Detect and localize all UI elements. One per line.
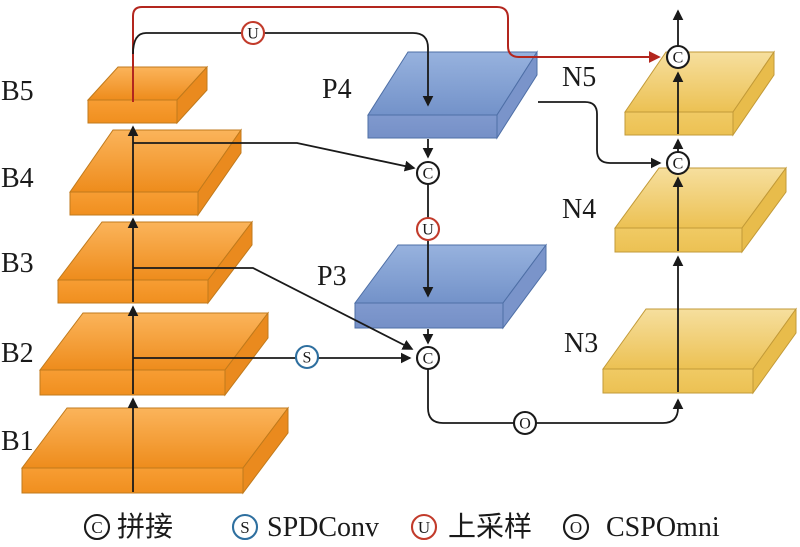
concat-node-letter: C: [423, 166, 434, 183]
arrow-concat-cspomni-to-n3: [427, 369, 684, 424]
concat-node-letter: C: [423, 351, 434, 368]
concat-node-circle: [665, 150, 691, 176]
node-concat-top: C: [665, 44, 691, 70]
concat-legend-letter: C: [91, 518, 102, 537]
layer-box-b3: [56, 220, 254, 305]
label-n3: N3: [564, 328, 598, 359]
label-n5: N5: [562, 62, 596, 93]
cspomni-node-circle: [512, 410, 538, 436]
label-p3: P3: [317, 261, 347, 292]
spdconv-legend-letter: S: [240, 518, 249, 537]
label-b1: B1: [1, 426, 34, 457]
label-p4: P4: [322, 74, 352, 105]
label-b4: B4: [1, 163, 34, 194]
label-b5: B5: [1, 76, 34, 107]
concat-node-circle: [665, 44, 691, 70]
spdconv-legend-icon: [231, 513, 259, 541]
upsample-legend-letter: U: [418, 518, 430, 537]
arrow-b3-to-concat: [133, 267, 414, 350]
node-spdconv: S: [294, 344, 320, 370]
legend-item-cspomni: O CSPOmni: [562, 512, 720, 543]
front-face: [87, 99, 178, 124]
arrow-b4-to-concat: [133, 142, 416, 172]
concat-legend-icon: [83, 513, 111, 541]
label-b2: B2: [1, 338, 34, 369]
concat-legend-label: 拼接: [117, 511, 173, 543]
node-concat-p3: C: [415, 345, 441, 371]
red-skip-arrow-b5-to-top-concat: [132, 6, 661, 102]
cspomni-legend-letter: O: [570, 518, 582, 537]
label-n4: N4: [562, 194, 596, 225]
front-face: [69, 191, 199, 216]
concat-node-letter: C: [673, 156, 684, 173]
spdconv-node-circle: [294, 344, 320, 370]
concat-node-circle: [415, 160, 441, 186]
arrow-p4-n5-to-concat: [538, 101, 662, 169]
layer-box-p3: [354, 243, 547, 330]
node-upsample-top: U: [240, 20, 266, 46]
upsample-node-letter: U: [247, 26, 259, 43]
node-cspomni: O: [512, 410, 538, 436]
concat-node-letter: C: [673, 50, 684, 67]
legend: C 拼接 S SPDConv U 上采样 O CSPOmni: [83, 511, 720, 543]
concat-node-circle: [415, 345, 441, 371]
label-b3: B3: [1, 248, 34, 279]
cspomni-legend-label: CSPOmni: [606, 512, 720, 543]
front-face: [367, 114, 498, 139]
legend-item-concat: C 拼接: [83, 511, 173, 543]
upsample-legend-label: 上采样: [448, 511, 532, 543]
front-face: [624, 111, 734, 136]
upsample-legend-icon: [410, 513, 438, 541]
layer-box-p4: [367, 50, 538, 140]
cspomni-node-letter: O: [519, 416, 531, 433]
layer-box-b5: [86, 65, 209, 125]
layer-box-n3: [602, 307, 797, 395]
layer-box-n4: [614, 166, 787, 254]
legend-item-spdconv: S SPDConv: [231, 512, 379, 543]
front-face: [354, 302, 504, 329]
upsample-node-letter: U: [422, 222, 434, 239]
node-concat-p4: C: [415, 160, 441, 186]
legend-item-upsample: U 上采样: [410, 511, 532, 543]
layer-box-b2: [38, 311, 270, 397]
spdconv-legend-label: SPDConv: [267, 512, 379, 543]
layer-box-n5: [624, 50, 775, 137]
node-upsample-mid: U: [415, 216, 441, 242]
upsample-node-circle: [240, 20, 266, 46]
spdconv-node-letter: S: [303, 350, 312, 367]
node-concat-n4: C: [665, 150, 691, 176]
upsample-node-circle: [415, 216, 441, 242]
top-face: [21, 407, 289, 469]
layer-box-b4: [69, 128, 242, 217]
arrow-b5-upsample-to-p4: [132, 32, 434, 107]
layer-box-b1: [21, 406, 289, 495]
cspomni-legend-icon: [562, 513, 590, 541]
connections: [127, 6, 684, 492]
